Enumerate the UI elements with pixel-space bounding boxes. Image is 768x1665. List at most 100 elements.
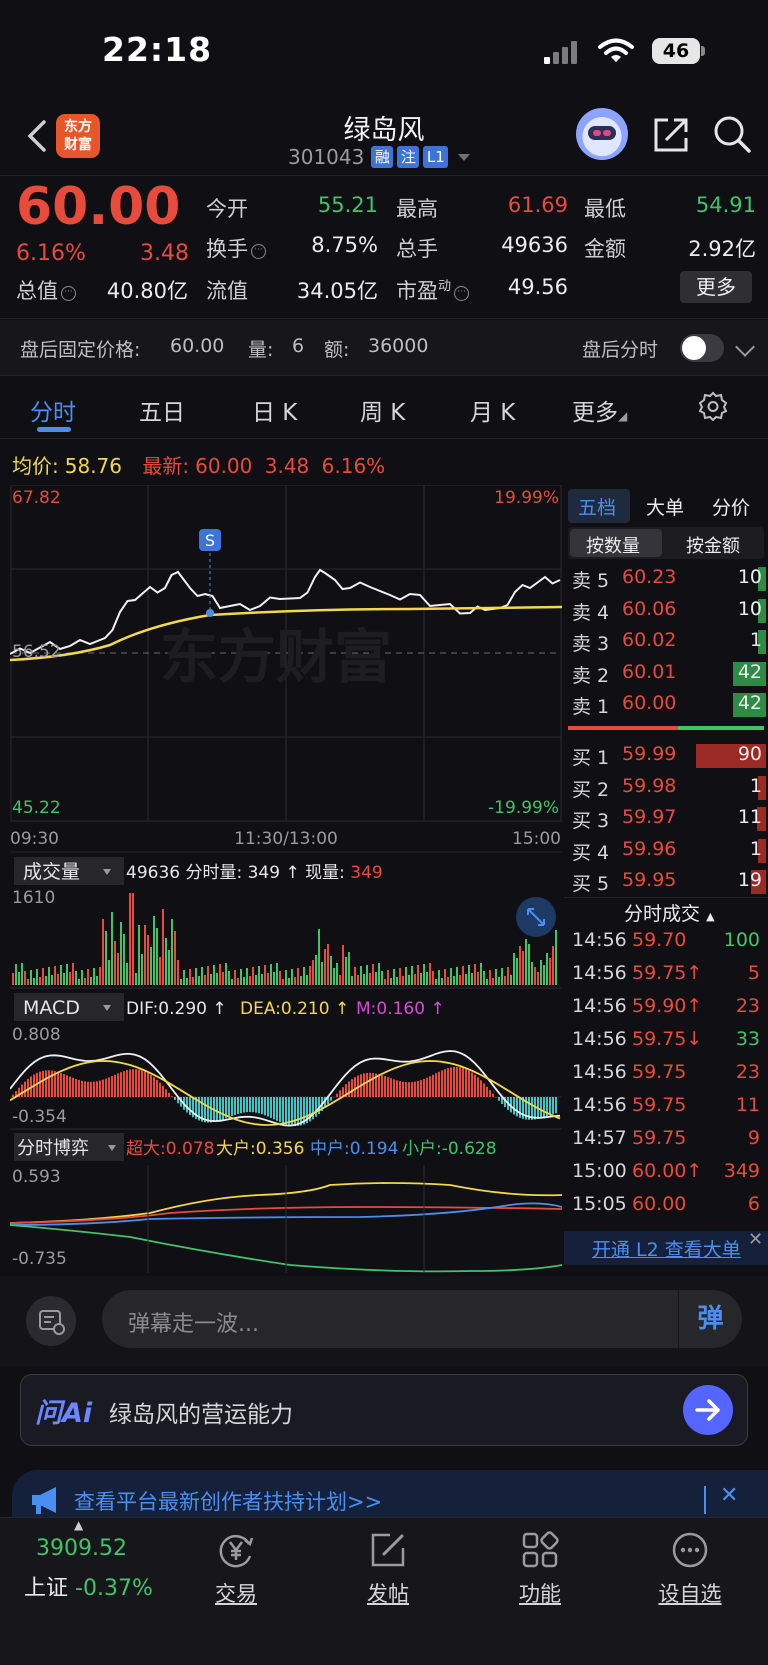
tab-five-levels[interactable]: 五档 <box>578 497 617 519</box>
bid-level-row[interactable]: 买 1 59.99 90 <box>568 740 766 770</box>
info-dots-icon[interactable]: ··· <box>251 244 266 259</box>
close-icon[interactable]: ✕ <box>748 1229 764 1250</box>
volume-bar <box>279 971 281 985</box>
macd-bar <box>84 1081 86 1097</box>
sub-tab-by-qty[interactable]: 按数量 <box>586 536 640 557</box>
ask-level-row[interactable]: 卖 1 60.00 42 <box>568 689 766 719</box>
send-danmu-button[interactable]: 弹 <box>678 1290 742 1348</box>
info-dots-icon[interactable]: ··· <box>454 286 470 301</box>
volume-bar <box>300 976 302 985</box>
macd-bar <box>294 1097 296 1127</box>
index-row[interactable]: 上证 -0.37% <box>24 1570 153 1602</box>
sell-marker[interactable] <box>199 529 221 551</box>
bid-volume-bar <box>757 807 766 831</box>
macd-bar <box>252 1097 254 1113</box>
macd-bar <box>186 1097 188 1113</box>
index-value[interactable]: 3909.52 <box>36 1536 127 1561</box>
volume-bar <box>303 967 305 985</box>
game-selector[interactable] <box>14 1133 124 1161</box>
tab-price-split[interactable]: 分价 <box>712 497 751 519</box>
ai-ask-bar[interactable]: 问Ai 绿岛风的营运能力 <box>20 1374 748 1446</box>
macd-bar <box>243 1097 245 1113</box>
chevron-down-icon[interactable] <box>735 337 755 357</box>
macd-bar <box>138 1069 140 1097</box>
pe-label: 市盈动 ··· <box>396 275 470 305</box>
tab-intraday[interactable]: 分时 <box>30 400 76 426</box>
nav-add-watchlist[interactable]: 设自选 <box>640 1524 740 1608</box>
ask-level-label: 卖 1 <box>572 696 610 718</box>
macd-bar <box>273 1097 275 1120</box>
ask-volume-bar <box>758 598 766 623</box>
bid-level-row[interactable]: 买 3 59.97 11 <box>568 803 766 833</box>
tick-row: 14:56 59.75↓ 33 <box>568 1024 766 1056</box>
more-button[interactable]: 更多 <box>680 271 752 303</box>
tick-row: 15:00 60.00↑ 349 <box>568 1156 766 1188</box>
search-icon[interactable] <box>712 114 752 154</box>
bid-level-row[interactable]: 买 5 59.95 19 <box>568 866 766 896</box>
ask-level-price: 60.06 <box>622 597 677 620</box>
macd-bar <box>312 1097 314 1120</box>
intraday-chart[interactable]: 东方财富 S 67.82 45.22 56.52 19.99% -19.99% … <box>9 484 563 1273</box>
tab-day-k[interactable]: 日 K <box>252 400 298 426</box>
nav-trade[interactable]: 交易 <box>186 1524 286 1608</box>
volume-bar <box>309 966 311 985</box>
tick-volume: 100 <box>723 929 760 951</box>
tab-five-day[interactable]: 五日 <box>139 400 185 426</box>
close-icon[interactable]: ✕ <box>720 1483 739 1508</box>
ask-level-row[interactable]: 卖 4 60.06 10 <box>568 595 766 625</box>
macd-bar <box>270 1097 272 1118</box>
macd-bar <box>300 1097 302 1126</box>
tick-time: 15:00 <box>572 1160 627 1182</box>
macd-bar <box>540 1097 542 1119</box>
danmu-input[interactable]: 弹幕走一波... 弹 <box>102 1290 742 1348</box>
info-dots-icon[interactable]: ··· <box>61 286 76 301</box>
back-icon[interactable] <box>22 116 52 156</box>
macd-bar <box>117 1073 119 1097</box>
ticks-title[interactable]: 分时成交 ▲ <box>624 903 715 925</box>
ask-level-volume: 42 <box>737 660 762 683</box>
volume-bar <box>177 960 179 985</box>
volume-bar <box>141 954 143 985</box>
macd-bar <box>18 1087 20 1097</box>
gear-icon[interactable] <box>698 391 728 421</box>
share-icon[interactable] <box>652 116 690 154</box>
sub-tab-by-amount[interactable]: 按金额 <box>686 536 740 557</box>
tick-row: 14:56 59.70 100 <box>568 925 766 957</box>
bid-level-row[interactable]: 买 2 59.98 1 <box>568 772 766 802</box>
l2-link[interactable]: 开通 L2 查看大单 <box>592 1239 741 1261</box>
macd-bar <box>555 1097 557 1114</box>
after-hours-toggle[interactable] <box>680 334 724 362</box>
ask-level-row[interactable]: 卖 2 60.01 42 <box>568 658 766 688</box>
app-logo[interactable]: 东方财富 <box>56 114 100 158</box>
volume-bar <box>72 963 74 985</box>
tab-big-orders[interactable]: 大单 <box>646 497 685 519</box>
stock-code-row[interactable]: 301043 融 注 L1 <box>288 144 471 170</box>
ask-level-row[interactable]: 卖 3 60.02 1 <box>568 626 766 656</box>
intraday-chart-area[interactable]: 东方财富 S 67.82 45.22 56.52 19.99% -19.99% … <box>9 484 563 1273</box>
ask-volume-bar <box>733 693 766 717</box>
tab-more[interactable]: 更多◢ <box>572 400 628 426</box>
bid-level-volume: 11 <box>737 806 762 828</box>
macd-bar <box>57 1071 59 1097</box>
ai-robot-avatar[interactable] <box>576 108 628 160</box>
nav-functions[interactable]: 功能 <box>490 1524 590 1608</box>
macd-bar <box>354 1077 356 1097</box>
mid-value: 中户:0.194 <box>310 1139 398 1159</box>
ask-level-row[interactable]: 卖 5 60.23 10 <box>568 563 766 593</box>
ai-go-button[interactable] <box>683 1385 733 1435</box>
turnover-value: 8.75% <box>311 233 378 257</box>
nav-post[interactable]: 发帖 <box>338 1524 438 1608</box>
tab-week-k[interactable]: 周 K <box>360 400 406 426</box>
stock-name: 绿岛风 <box>343 115 425 146</box>
danmu-settings-icon[interactable] <box>26 1296 76 1346</box>
volume-bar <box>246 968 248 985</box>
tick-time: 14:56 <box>572 995 627 1017</box>
volume-bar <box>555 930 557 985</box>
macd-bar <box>459 1067 461 1097</box>
volume-bar <box>288 978 290 985</box>
macd-bar <box>390 1078 392 1097</box>
stock-header: 东方财富 绿岛风 301043 融 注 L1 <box>0 100 768 176</box>
bid-level-row[interactable]: 买 4 59.96 1 <box>568 835 766 865</box>
tab-month-k[interactable]: 月 K <box>470 400 516 426</box>
volume-bar <box>267 973 269 985</box>
